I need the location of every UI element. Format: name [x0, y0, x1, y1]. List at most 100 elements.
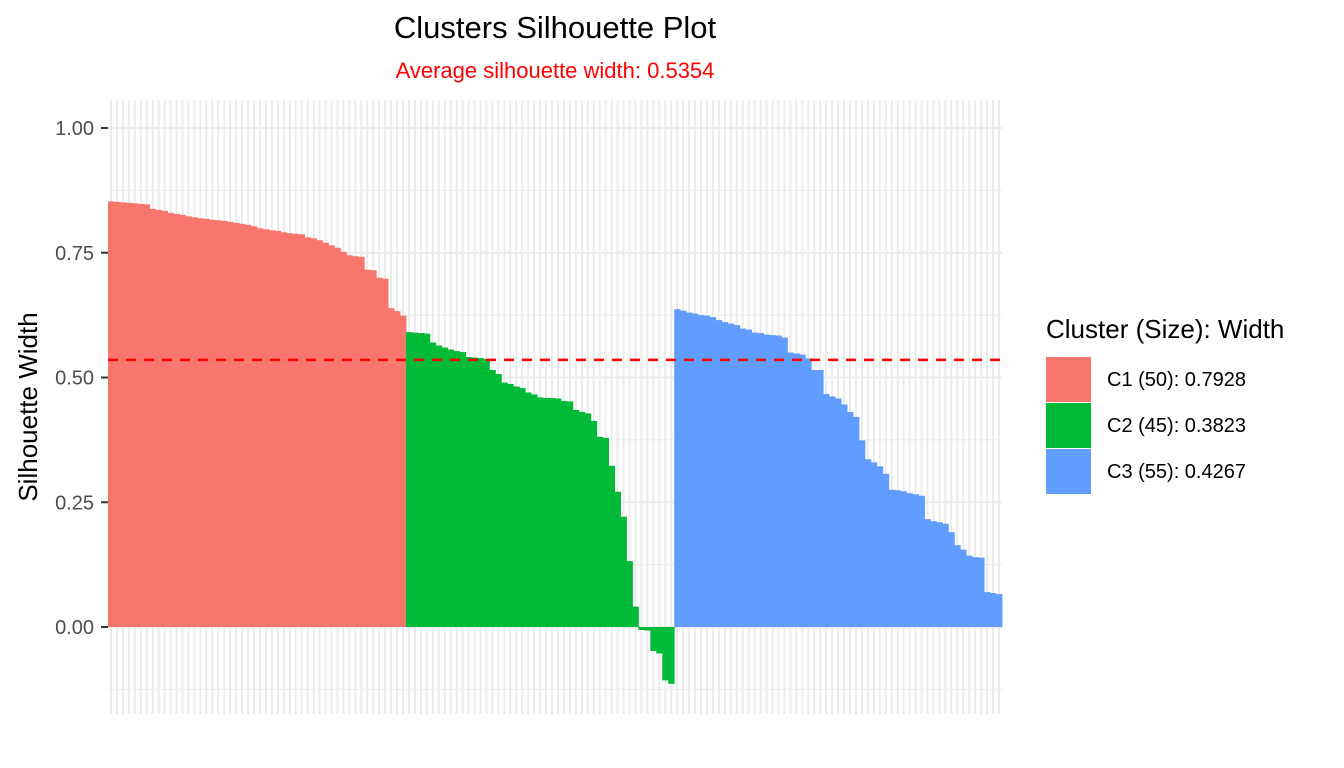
silhouette-bar-c1 — [233, 222, 240, 627]
legend-item-c2: C2 (45): 0.3823 — [1046, 403, 1284, 449]
silhouette-bar-c2 — [626, 561, 633, 627]
silhouette-bar-c3 — [692, 313, 699, 627]
silhouette-bar-c3 — [757, 333, 764, 627]
silhouette-bar-c2 — [483, 359, 490, 627]
silhouette-bar-c1 — [316, 240, 323, 627]
silhouette-bar-c3 — [882, 473, 890, 627]
silhouette-bar-c1 — [197, 218, 204, 627]
silhouette-bar-c2 — [459, 352, 466, 627]
silhouette-bar-c1 — [304, 237, 312, 627]
silhouette-bar-c3 — [990, 593, 997, 627]
silhouette-bar-c3 — [924, 519, 931, 627]
silhouette-bar-c2 — [423, 333, 431, 627]
silhouette-bar-c2 — [650, 627, 657, 651]
silhouette-bar-c3 — [847, 411, 854, 627]
silhouette-bar-c1 — [227, 221, 234, 627]
silhouette-bar-c1 — [280, 232, 288, 627]
legend-item-c1: C1 (50): 0.7928 — [1046, 357, 1284, 403]
silhouette-bar-c3 — [960, 549, 967, 627]
silhouette-bar-c2 — [566, 401, 574, 627]
silhouette-bar-c2 — [411, 332, 419, 627]
silhouette-bar-c3 — [698, 315, 705, 627]
silhouette-bar-c3 — [906, 493, 913, 627]
silhouette-bar-c2 — [632, 606, 639, 627]
silhouette-bar-c1 — [274, 230, 282, 627]
silhouette-bar-c3 — [894, 490, 902, 627]
legend-label: C1 (50): 0.7928 — [1107, 368, 1246, 391]
silhouette-bar-c1 — [221, 220, 228, 627]
silhouette-bar-c1 — [179, 214, 186, 628]
silhouette-bar-c2 — [489, 370, 496, 627]
silhouette-bar-c1 — [245, 224, 252, 627]
silhouette-bar-c1 — [394, 311, 401, 627]
legend-label: C2 (45): 0.3823 — [1107, 414, 1246, 437]
silhouette-bar-c2 — [668, 627, 675, 684]
silhouette-bar-c2 — [507, 383, 514, 627]
silhouette-bar-c3 — [978, 557, 985, 627]
silhouette-bar-c3 — [954, 545, 961, 627]
silhouette-bar-c3 — [704, 315, 711, 627]
silhouette-bar-c2 — [406, 332, 413, 627]
silhouette-bar-c3 — [715, 320, 723, 627]
silhouette-bar-c3 — [721, 322, 729, 627]
silhouette-bar-c2 — [608, 465, 615, 627]
silhouette-bar-c1 — [155, 209, 163, 627]
silhouette-bar-c1 — [203, 218, 210, 627]
silhouette-bar-c1 — [298, 234, 306, 628]
silhouette-bar-c2 — [578, 411, 586, 627]
silhouette-bar-c2 — [590, 420, 598, 627]
silhouette-bar-c3 — [811, 370, 818, 627]
y-tick-label: 1.00 — [55, 118, 94, 140]
silhouette-bar-c2 — [602, 437, 610, 627]
silhouette-bar-c3 — [799, 354, 806, 627]
silhouette-bar-c1 — [161, 210, 168, 628]
silhouette-bar-c1 — [149, 208, 157, 627]
silhouette-bar-c3 — [858, 440, 866, 627]
silhouette-bar-c3 — [841, 404, 848, 627]
silhouette-bar-c1 — [167, 212, 174, 627]
legend-label: C3 (55): 0.4267 — [1107, 460, 1246, 483]
silhouette-bar-c1 — [108, 201, 115, 627]
silhouette-bar-c3 — [936, 522, 943, 627]
silhouette-bar-c2 — [441, 347, 449, 627]
silhouette-bar-c1 — [310, 238, 317, 628]
silhouette-bar-c3 — [745, 329, 753, 627]
silhouette-bar-c2 — [662, 627, 669, 681]
silhouette-bar-c1 — [322, 242, 329, 627]
silhouette-bar-c2 — [584, 413, 592, 627]
silhouette-bar-c2 — [596, 436, 604, 627]
silhouette-bar-c3 — [823, 393, 830, 627]
silhouette-bar-c3 — [912, 494, 919, 627]
chart-title: Clusters Silhouette Plot — [393, 10, 717, 45]
silhouette-bar-c1 — [215, 220, 222, 627]
silhouette-bar-c3 — [996, 594, 1003, 627]
silhouette-bar-c2 — [435, 345, 443, 627]
silhouette-bar-c1 — [334, 247, 341, 627]
silhouette-bar-c2 — [453, 351, 461, 627]
silhouette-bar-c3 — [680, 310, 687, 627]
silhouette-bar-c1 — [340, 251, 347, 627]
silhouette-bar-c3 — [727, 323, 735, 627]
legend-key-swatch — [1046, 357, 1091, 403]
silhouette-bar-c3 — [853, 416, 860, 627]
silhouette-bar-c3 — [870, 462, 878, 627]
legend-title: Cluster (Size): Width — [1046, 314, 1285, 344]
silhouette-bar-c1 — [209, 219, 216, 628]
silhouette-bar-c1 — [251, 226, 258, 628]
silhouette-bar-c1 — [352, 256, 359, 627]
silhouette-bar-c3 — [751, 332, 759, 627]
silhouette-bar-c2 — [531, 394, 538, 627]
y-tick-label: 0.00 — [55, 617, 94, 639]
silhouette-bar-c2 — [543, 397, 550, 627]
silhouette-bar-c2 — [572, 409, 580, 627]
silhouette-bar-c1 — [239, 223, 246, 628]
silhouette-bar-c1 — [370, 270, 377, 627]
silhouette-bar-c1 — [191, 217, 198, 628]
silhouette-bar-c2 — [417, 333, 425, 627]
silhouette-bar-c3 — [674, 309, 681, 627]
legend-key-swatch — [1046, 449, 1091, 495]
silhouette-bar-c1 — [137, 203, 145, 627]
silhouette-bar-c1 — [268, 230, 276, 628]
silhouette-bar-c3 — [948, 532, 955, 627]
